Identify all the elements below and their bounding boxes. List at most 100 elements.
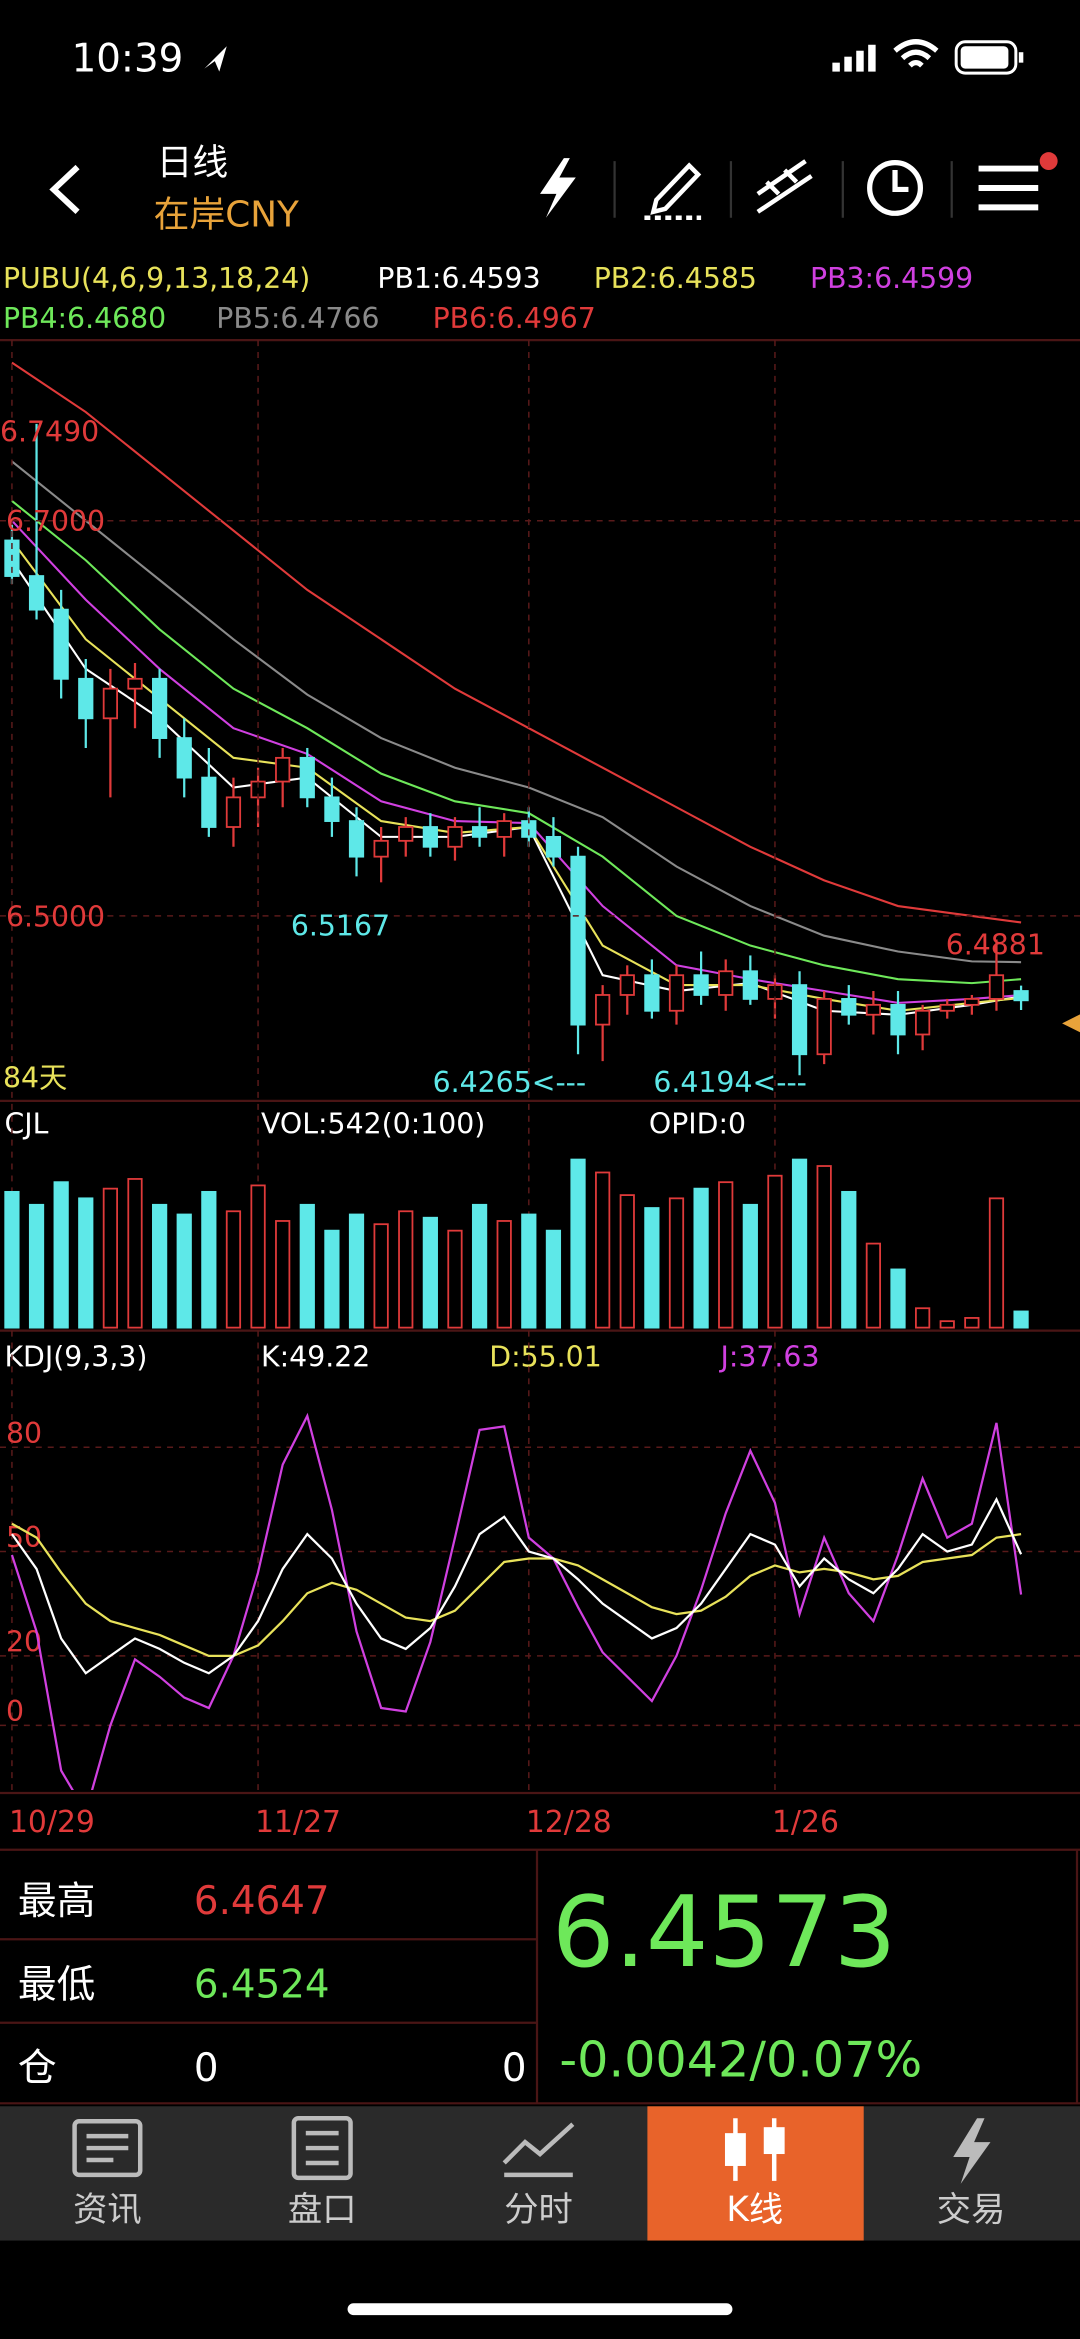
header-title: 日线 bbox=[157, 143, 229, 184]
quote-value: 0 bbox=[194, 2046, 219, 2091]
legend-entry: PB1:6.4593 bbox=[377, 262, 540, 295]
candle-body bbox=[718, 970, 734, 996]
flash-icon[interactable] bbox=[540, 158, 576, 218]
location-icon bbox=[204, 46, 227, 72]
volume-bar bbox=[693, 1187, 709, 1329]
volume-bar bbox=[201, 1190, 217, 1329]
menu-icon[interactable] bbox=[978, 152, 1058, 211]
x-tick-label: 12/28 bbox=[526, 1805, 612, 1840]
volume-bar bbox=[521, 1213, 537, 1329]
annotation: 6.4881 bbox=[946, 929, 1045, 962]
tab[interactable]: 分时 bbox=[504, 2190, 573, 2230]
volume-bar bbox=[250, 1184, 266, 1329]
kdj-line bbox=[10, 1412, 1023, 1791]
last-price: 6.4573 bbox=[552, 1876, 896, 1990]
legend-entry: PB2:6.4585 bbox=[594, 262, 757, 295]
candle-body bbox=[791, 984, 808, 1056]
candle-body bbox=[348, 820, 365, 858]
volume-bar bbox=[1013, 1310, 1029, 1329]
volume-bar bbox=[4, 1190, 20, 1329]
candle-body bbox=[890, 1003, 906, 1036]
price-change: -0.0042/0.07% bbox=[559, 2030, 922, 2088]
volume-bar bbox=[373, 1223, 389, 1329]
candle-body bbox=[152, 677, 168, 739]
candle-body bbox=[939, 1003, 955, 1012]
volume-bar bbox=[939, 1320, 955, 1329]
volume-bar bbox=[447, 1229, 463, 1329]
history-icon[interactable] bbox=[867, 159, 923, 216]
candle-body bbox=[816, 998, 832, 1056]
candle-body bbox=[324, 796, 340, 822]
line-tool-icon[interactable] bbox=[756, 159, 813, 214]
volume-bar bbox=[742, 1203, 758, 1329]
volume-bar bbox=[718, 1181, 734, 1329]
volume-bar bbox=[176, 1213, 192, 1329]
y-tick-label: 0 bbox=[6, 1695, 24, 1728]
volume-bar bbox=[668, 1197, 685, 1329]
main-chart bbox=[4, 361, 1029, 1076]
candle-body bbox=[1013, 990, 1029, 1002]
volume-bar bbox=[225, 1210, 242, 1329]
x-tick-label: 1/26 bbox=[772, 1805, 839, 1840]
candle-body bbox=[545, 835, 562, 858]
volume-bar bbox=[841, 1190, 857, 1329]
candle-body bbox=[988, 974, 1005, 1000]
legend-entry: PB4:6.4680 bbox=[3, 302, 166, 335]
back-button[interactable] bbox=[49, 164, 80, 214]
candle-body bbox=[176, 737, 192, 779]
candle-body bbox=[668, 974, 685, 1012]
volume-bar bbox=[275, 1220, 291, 1329]
candle-body bbox=[693, 974, 709, 996]
candle-body bbox=[422, 826, 438, 848]
volume-bar bbox=[496, 1220, 512, 1329]
quote-value: 0 bbox=[502, 2046, 527, 2091]
candle-body bbox=[127, 677, 143, 690]
volume-bar bbox=[988, 1197, 1005, 1329]
volume-bar bbox=[964, 1317, 980, 1329]
annotation: 6.5167 bbox=[291, 909, 390, 942]
quote-borders bbox=[0, 1849, 1080, 2105]
candle-body bbox=[865, 1003, 882, 1016]
battery-icon bbox=[954, 40, 1024, 75]
x-tick-label: 11/27 bbox=[255, 1805, 341, 1840]
candle-body bbox=[619, 974, 635, 996]
quote-label: 最高 bbox=[18, 1879, 96, 1924]
volume-bar bbox=[767, 1174, 783, 1329]
annotation: 6.4265<--- bbox=[433, 1066, 587, 1099]
tab[interactable]: 资讯 bbox=[73, 2190, 142, 2230]
kdj-chart bbox=[10, 1412, 1023, 1791]
wifi-icon bbox=[893, 39, 939, 68]
volume-bar bbox=[915, 1307, 931, 1329]
active-tab bbox=[647, 2106, 864, 2241]
volume-bar bbox=[865, 1242, 882, 1329]
candle-body bbox=[102, 687, 118, 720]
volume-bar bbox=[619, 1194, 635, 1329]
volume-bar bbox=[53, 1181, 69, 1329]
volume-bar bbox=[471, 1203, 488, 1329]
signal-icon bbox=[832, 44, 876, 72]
volume-bar bbox=[791, 1158, 808, 1329]
moving-average-line bbox=[11, 361, 1022, 924]
volume-bar bbox=[28, 1203, 45, 1329]
tab[interactable]: 盘口 bbox=[288, 2190, 357, 2230]
tab[interactable]: K线 bbox=[726, 2190, 783, 2230]
candle-body bbox=[398, 826, 414, 842]
candle-body bbox=[373, 839, 389, 858]
legend-entry: PB5:6.4766 bbox=[216, 302, 379, 335]
draw-icon[interactable] bbox=[644, 162, 702, 221]
kdj-label: KDJ(9,3,3) bbox=[4, 1340, 147, 1373]
annotation: 6.4194<--- bbox=[653, 1066, 807, 1099]
volume-bar bbox=[102, 1187, 118, 1329]
tab[interactable]: 交易 bbox=[937, 2190, 1006, 2230]
volume-bar bbox=[299, 1203, 315, 1329]
y-tick-label: 6.5000 bbox=[6, 900, 105, 933]
home-indicator bbox=[347, 2303, 733, 2316]
x-tick-label: 10/29 bbox=[9, 1805, 95, 1840]
candle-body bbox=[299, 756, 315, 799]
volume-bar bbox=[816, 1165, 832, 1329]
volume-bar bbox=[570, 1158, 586, 1329]
annotation: 6.7490 bbox=[0, 416, 99, 449]
volume-bar bbox=[78, 1197, 94, 1329]
